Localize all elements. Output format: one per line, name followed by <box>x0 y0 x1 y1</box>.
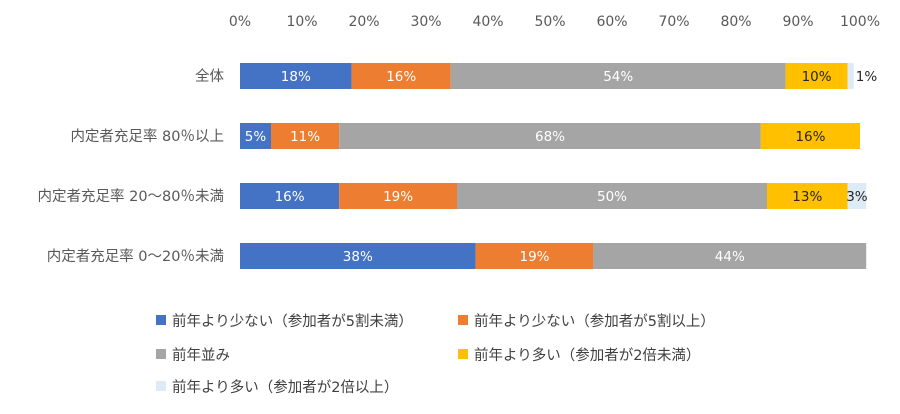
data-labels: 18% 16% 54% 10% 1% 5% 11% 68% 16% 16% 19% 50% 13% 3% 3… <box>245 69 878 265</box>
bar-segment <box>240 243 476 269</box>
legend-swatch <box>156 381 166 391</box>
bar-data-label: 1% <box>856 69 878 85</box>
bar-data-label: 68% <box>535 129 565 145</box>
legend-label: 前年より多い（参加者が2倍以上） <box>172 379 399 396</box>
legend-item: 前年並み <box>156 340 230 368</box>
category-label: 内定者充足率 0～20％未満 <box>47 248 224 265</box>
bar-segment <box>457 183 767 209</box>
bar-segment <box>475 243 594 269</box>
x-tick-label: 40% <box>472 14 503 30</box>
bar-data-label: 38% <box>343 249 373 265</box>
bar-segment <box>450 63 786 89</box>
bar-segment <box>339 123 761 149</box>
legend-item: 前年より少ない（参加者が5割以上） <box>458 306 715 334</box>
bar-segment <box>240 63 352 89</box>
bar-data-label: 16% <box>275 189 305 205</box>
bar-segment <box>760 123 860 149</box>
bar-data-label: 13% <box>792 189 822 205</box>
legend-label: 前年並み <box>172 347 230 364</box>
x-tick-label: 20% <box>348 14 379 30</box>
x-tick-label: 90% <box>782 14 813 30</box>
legend-label: 前年より少ない（参加者が5割未満） <box>172 313 413 330</box>
bar-data-label: 11% <box>290 129 320 145</box>
bar-segment <box>271 123 340 149</box>
x-tick-label: 50% <box>534 14 565 30</box>
bar-segments <box>240 63 867 269</box>
bar-data-label: 54% <box>603 69 633 85</box>
bar-data-label: 10% <box>802 69 832 85</box>
x-tick-label: 0% <box>229 14 251 30</box>
legend-label: 前年より多い（参加者が2倍未満） <box>474 347 701 364</box>
bar-data-label: 19% <box>383 189 413 205</box>
bar-data-label: 3% <box>846 189 868 205</box>
category-label: 全体 <box>195 67 224 85</box>
bar-data-label: 16% <box>386 69 416 85</box>
x-axis-ticks: 0% 10% 20% 30% 40% 50% 60% 70% 80% 90% 100% <box>229 14 880 30</box>
bar-segment <box>339 183 457 209</box>
bar-segment <box>767 183 848 209</box>
legend-swatch <box>156 315 166 325</box>
bar-segment <box>785 63 848 89</box>
bar-data-label: 18% <box>281 69 311 85</box>
legend: 前年より少ない（参加者が5割未満） 前年より少ない（参加者が5割以上） 前年並み 前年… <box>0 306 900 414</box>
bar-segment <box>593 243 867 269</box>
x-tick-label: 60% <box>596 14 627 30</box>
category-label: 内定者充足率 20～80％未満 <box>37 188 224 205</box>
x-tick-label: 10% <box>286 14 317 30</box>
legend-label: 前年より少ない（参加者が5割以上） <box>474 313 715 330</box>
bar-segment <box>847 183 867 209</box>
x-tick-label: 100% <box>840 14 880 30</box>
bar-segment <box>351 63 451 89</box>
bar-data-label: 16% <box>795 129 825 145</box>
legend-swatch <box>458 315 468 325</box>
x-tick-label: 30% <box>410 14 441 30</box>
legend-swatch <box>156 349 166 359</box>
bar-data-label: 5% <box>245 129 267 145</box>
bar-data-label: 44% <box>715 249 745 265</box>
legend-item: 前年より多い（参加者が2倍未満） <box>458 340 700 368</box>
x-tick-label: 80% <box>720 14 751 30</box>
legend-item: 前年より少ない（参加者が5割未満） <box>156 306 413 334</box>
x-tick-label: 70% <box>658 14 689 30</box>
bar-segment <box>847 63 854 89</box>
legend-item: 前年より多い（参加者が2倍以上） <box>156 372 398 400</box>
bar-data-label: 50% <box>597 189 627 205</box>
bar-segment <box>240 123 271 149</box>
category-label: 内定者充足率 80％以上 <box>70 128 224 145</box>
bar-data-label: 19% <box>519 249 549 265</box>
legend-swatch <box>458 349 468 359</box>
bar-segment <box>240 183 340 209</box>
